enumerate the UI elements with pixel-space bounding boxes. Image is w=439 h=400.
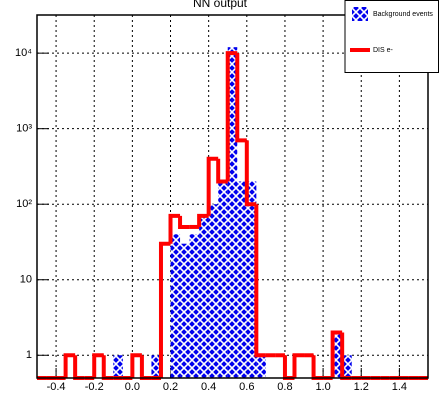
histogram-step: [139, 355, 152, 380]
histogram-step: [235, 53, 247, 143]
x-tick-label: 0.2: [163, 381, 178, 393]
histogram-bar: [151, 355, 161, 378]
histogram-step: [168, 213, 181, 244]
x-tick-label: 0.8: [277, 381, 292, 393]
histogram-bar: [256, 355, 266, 378]
plot-frame: [36, 14, 429, 379]
histogram-bar: [208, 204, 219, 378]
histogram-step: [216, 158, 228, 184]
histogram-step: [63, 353, 76, 378]
x-tick-label: 1.0: [315, 381, 330, 393]
histogram-step: [244, 140, 257, 207]
histogram-step: [292, 353, 305, 378]
histogram-bar: [218, 181, 228, 378]
x-tick-label: 0.6: [239, 381, 254, 393]
histogram-bar: [237, 181, 247, 378]
legend: Background events DIS e-: [344, 0, 439, 73]
histogram-step: [197, 213, 209, 227]
histogram-step: [92, 353, 104, 378]
x-tick-label: -0.2: [85, 381, 104, 393]
y-tick-label: 10: [20, 274, 32, 286]
histogram-step: [73, 355, 85, 380]
histogram-step: [101, 355, 114, 380]
x-tick-label: 1.4: [392, 381, 407, 393]
histogram-step: [330, 330, 343, 378]
x-tick-label: -0.4: [47, 381, 66, 393]
legend-label: DIS e-: [373, 47, 394, 54]
y-tick-label: 10⁴: [15, 47, 32, 59]
legend-label: Background events: [373, 11, 433, 18]
histogram-step: [158, 241, 171, 378]
x-tick-label: 0.0: [125, 381, 140, 393]
histogram-bar: [246, 181, 257, 378]
histogram-bar: [189, 234, 200, 378]
histogram-bar: [199, 215, 209, 378]
legend-swatch: [352, 7, 368, 21]
histogram-bar: [180, 243, 190, 378]
histogram-step: [206, 156, 219, 216]
histogram-step: [225, 51, 238, 182]
histogram-bar: [113, 355, 123, 378]
histogram-step: [254, 204, 266, 358]
x-tick-label: 1.2: [354, 381, 369, 393]
y-tick-label: 1: [26, 349, 32, 361]
chart-title: NN output: [193, 0, 248, 10]
histogram-bar: [342, 355, 352, 378]
histogram-step: [311, 355, 324, 380]
x-tick-label: 0.4: [201, 381, 216, 393]
histogram-bar: [227, 47, 238, 379]
y-tick-label: 10³: [16, 123, 32, 135]
histogram-step: [178, 215, 190, 229]
histogram-bar: [332, 332, 343, 378]
histogram-step: [130, 353, 142, 378]
y-tick-label: 10²: [16, 198, 32, 210]
histogram-bar: [170, 234, 181, 378]
